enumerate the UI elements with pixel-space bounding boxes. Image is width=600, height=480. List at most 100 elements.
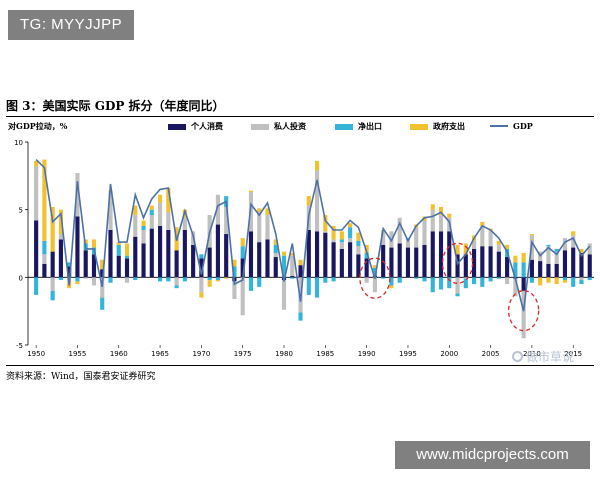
gdp-line: [35, 159, 591, 312]
bar-consumption-1968: [182, 229, 187, 278]
bar-net_exports-1987: [339, 239, 344, 243]
bar-net_exports-2002: [463, 278, 468, 289]
bar-government-1955: [75, 281, 80, 285]
x-tick-label: 2010: [523, 350, 541, 358]
bar-investment-1958: [100, 277, 105, 298]
bar-investment-1951: [42, 254, 47, 264]
bar-consumption-1999: [438, 231, 444, 278]
bar-net_exports-2015: [571, 277, 576, 287]
bar-government-2012: [546, 277, 551, 283]
bar-net_exports-1997: [422, 277, 427, 282]
bar-government-1983: [306, 196, 311, 206]
bar-investment-1974: [232, 281, 237, 299]
bar-investment-2002: [463, 277, 468, 279]
bar-government-2011: [538, 277, 543, 286]
bar-investment-2008: [513, 278, 518, 297]
bar-government-1971: [207, 280, 212, 287]
bar-government-2010: [529, 234, 534, 236]
bar-investment-2004: [480, 225, 485, 247]
legend-label-net-exports: 净出口: [358, 121, 382, 131]
bar-investment-1989: [356, 246, 361, 255]
bar-consumption-1997: [422, 244, 427, 278]
bar-government-1989: [356, 232, 361, 241]
bar-government-1981: [290, 252, 295, 256]
bar-consumption-2002: [463, 254, 468, 278]
bar-government-2014: [562, 280, 568, 283]
bar-investment-1962: [133, 215, 138, 237]
bar-government-1972: [215, 280, 220, 282]
legend-item-net-exports: 净出口: [335, 121, 382, 132]
x-tick-label: 1995: [399, 350, 417, 358]
bar-net_exports-2017: [587, 277, 592, 281]
bar-investment-2007: [505, 277, 510, 285]
bar-investment-2001: [455, 277, 460, 294]
legend-label-gdp: GDP: [513, 121, 533, 131]
bar-government-2009: [521, 252, 526, 263]
bar-consumption-2007: [505, 257, 510, 278]
bar-net_exports-1972: [215, 277, 220, 281]
bar-government-1980: [281, 251, 287, 256]
bar-investment-1956: [83, 277, 88, 279]
bar-consumption-1961: [124, 258, 130, 278]
bar-net_exports-2012: [546, 244, 551, 247]
bar-net_exports-1977: [257, 277, 262, 287]
bar-net_exports-1994: [397, 277, 402, 283]
bar-net_exports-2016: [579, 280, 584, 285]
bar-government-1975: [240, 238, 245, 247]
bar-net_exports-1966: [166, 277, 171, 282]
bar-consumption-2015: [571, 247, 576, 278]
bar-government-2000: [447, 213, 452, 218]
bar-net_exports-1986: [331, 277, 336, 282]
x-tick-label: 2000: [440, 350, 458, 358]
bar-consumption-2013: [554, 263, 559, 278]
bar-investment-1984: [315, 170, 320, 232]
bar-net_exports-1953: [58, 277, 63, 281]
bar-net_exports-2014: [562, 277, 568, 281]
bar-net_exports-1954: [67, 262, 72, 267]
bar-government-1957: [91, 239, 97, 248]
bar-consumption-1987: [339, 248, 344, 278]
bar-consumption-1977: [257, 242, 262, 278]
telegram-banner: TG: MYYJJPP: [8, 10, 134, 40]
bar-investment-1950: [34, 166, 39, 221]
source-divider: [6, 365, 594, 366]
bar-investment-1965: [158, 202, 163, 226]
bar-government-2004: [480, 221, 485, 226]
bar-consumption-1960: [116, 255, 121, 278]
bar-government-1958: [100, 259, 105, 270]
bar-consumption-2016: [579, 252, 584, 278]
bar-consumption-1993: [389, 247, 394, 278]
bar-investment-1970: [199, 277, 204, 293]
bar-government-1953: [58, 209, 63, 235]
bar-net_exports-2009: [521, 262, 526, 278]
bar-government-2013: [554, 277, 559, 285]
bar-consumption-1971: [207, 247, 212, 278]
bar-investment-2017: [587, 243, 592, 255]
bar-consumption-1953: [58, 239, 63, 278]
bar-government-1970: [199, 292, 204, 298]
bar-consumption-1970: [199, 258, 204, 278]
bar-investment-1996: [414, 227, 419, 248]
bar-net_exports-2004: [480, 277, 485, 287]
x-tick-label: 1955: [69, 350, 87, 358]
bar-investment-1959: [108, 192, 113, 230]
bar-government-1956: [83, 239, 88, 244]
bar-investment-1977: [257, 212, 262, 243]
bar-government-1951: [42, 159, 47, 241]
watermark-logo-icon: [512, 351, 523, 362]
x-tick-label: 1960: [110, 350, 128, 358]
bar-consumption-1998: [430, 231, 435, 278]
bar-net_exports-1960: [116, 244, 121, 256]
bar-government-2016: [579, 248, 584, 253]
bar-investment-1972: [215, 194, 220, 225]
bar-government-1987: [339, 231, 344, 240]
bar-government-1977: [257, 208, 262, 213]
bar-net_exports-1959: [108, 277, 113, 283]
bar-government-1990: [364, 244, 369, 253]
bar-government-1999: [438, 206, 444, 216]
bar-consumption-1965: [158, 225, 163, 278]
bar-consumption-2005: [488, 246, 493, 278]
legend-item-gdp: GDP: [490, 121, 533, 131]
bar-investment-1961: [124, 277, 130, 283]
bar-consumption-1964: [149, 228, 154, 278]
